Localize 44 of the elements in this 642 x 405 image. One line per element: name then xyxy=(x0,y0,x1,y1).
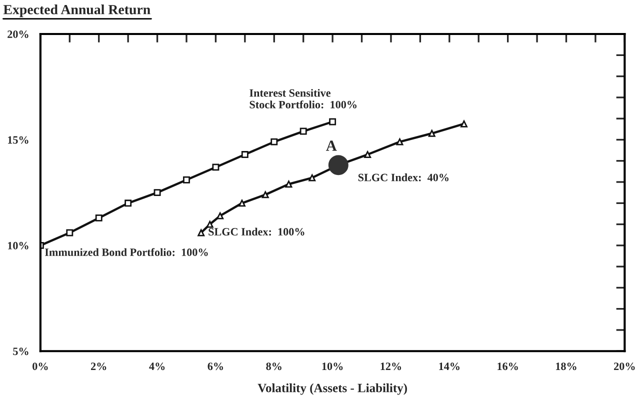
point xyxy=(300,128,307,135)
annotation: A xyxy=(326,140,337,151)
y-tick-label: 10% xyxy=(8,242,28,250)
x-tick-label: 0% xyxy=(32,362,48,370)
point xyxy=(328,155,348,176)
x-tick-label: 12% xyxy=(380,362,402,370)
x-axis-title: Volatility (Assets - Liability) xyxy=(258,383,407,395)
x-tick-label: 4% xyxy=(149,362,165,370)
y-tick-label: 5% xyxy=(13,348,28,356)
point xyxy=(262,191,269,198)
point xyxy=(66,229,74,236)
annotation: Interest Sensitive Stock Portfolio: 100% xyxy=(250,88,356,108)
annotation: SLGC Index: 40% xyxy=(358,173,448,182)
x-tick-label: 8% xyxy=(266,362,282,370)
point xyxy=(216,212,224,220)
x-tick-label: 2% xyxy=(91,362,106,370)
point xyxy=(396,138,404,146)
point xyxy=(241,151,248,158)
point xyxy=(95,214,102,222)
point xyxy=(364,151,372,158)
point xyxy=(206,220,214,228)
point xyxy=(198,229,205,236)
point xyxy=(238,200,246,207)
point xyxy=(308,174,316,182)
point xyxy=(124,200,132,207)
y-tick-label: 20% xyxy=(8,30,28,38)
point xyxy=(285,180,292,188)
point xyxy=(212,164,220,171)
x-tick-label: 14% xyxy=(439,362,460,370)
x-tick-label: 10% xyxy=(322,362,343,370)
point xyxy=(270,138,278,146)
point xyxy=(428,130,436,137)
y-tick-label: 15% xyxy=(8,136,28,144)
x-tick-label: 6% xyxy=(208,362,224,370)
annotation: Immunized Bond Portfolio: 100% xyxy=(44,248,208,256)
point xyxy=(460,120,468,128)
annotation: SLGC Index: 100% xyxy=(208,228,304,236)
point xyxy=(154,189,161,196)
x-tick-label: 18% xyxy=(556,362,576,370)
point xyxy=(329,118,336,126)
chart-title: Expected Annual Return xyxy=(3,4,150,18)
point xyxy=(183,176,190,184)
x-tick-label: 20% xyxy=(614,362,635,370)
x-tick-label: 16% xyxy=(498,362,518,370)
